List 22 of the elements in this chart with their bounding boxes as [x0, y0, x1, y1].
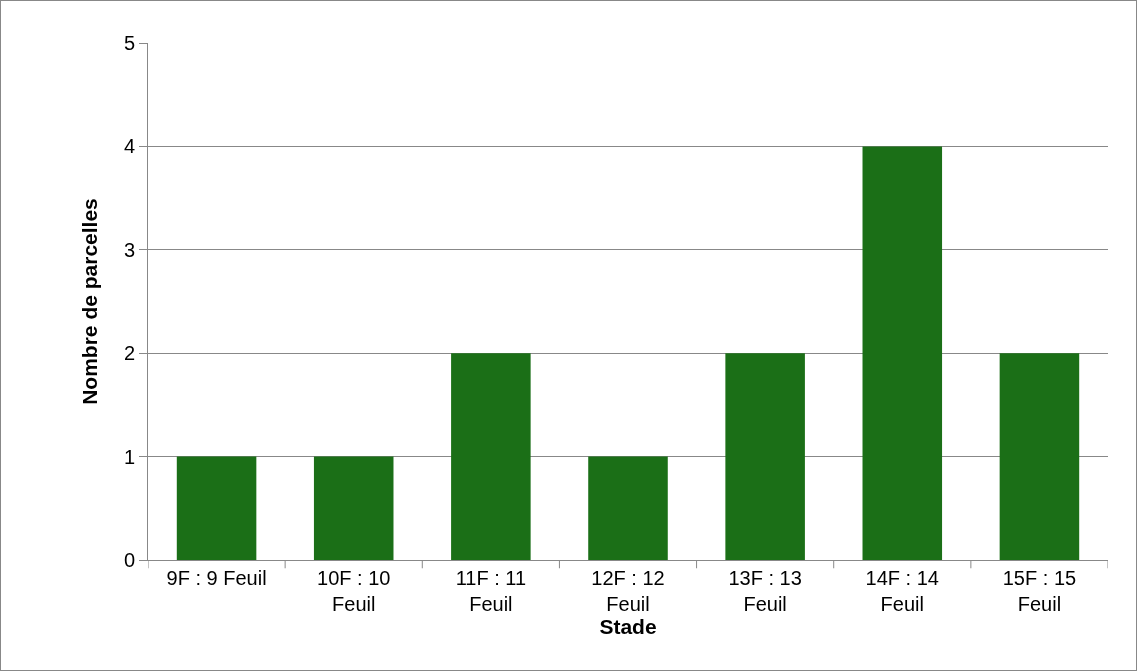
- bar: [313, 456, 394, 560]
- bar: [725, 353, 805, 560]
- bar: [451, 353, 531, 560]
- y-tick-label: 2: [123, 342, 135, 365]
- bar: [999, 353, 1080, 560]
- y-tick-label: 3: [123, 238, 135, 261]
- x-tick-label: 14F : 14 Feuil: [865, 567, 939, 615]
- x-tick-label: 15F : 15 Feuil: [1002, 567, 1077, 615]
- bar: [176, 456, 257, 560]
- x-tick-label: 11F : 11 Feuil: [455, 567, 527, 615]
- bar: [588, 456, 668, 560]
- x-tick-label: 10F : 10 Feuil: [317, 567, 391, 615]
- x-tick-label: 9F : 9 Feuil: [166, 567, 267, 589]
- y-tick-label: 4: [123, 135, 135, 158]
- y-axis-title: Nombre de parcelles: [78, 198, 102, 405]
- x-axis-title: Stade: [599, 615, 657, 638]
- y-tick-label: 5: [123, 32, 135, 54]
- bar: [862, 146, 943, 560]
- y-tick-label: 1: [123, 445, 135, 468]
- y-tick-label: 0: [123, 549, 135, 571]
- x-tick-label: 13F : 13 Feuil: [728, 567, 802, 615]
- x-tick-label: 12F : 12 Feuil: [591, 567, 665, 615]
